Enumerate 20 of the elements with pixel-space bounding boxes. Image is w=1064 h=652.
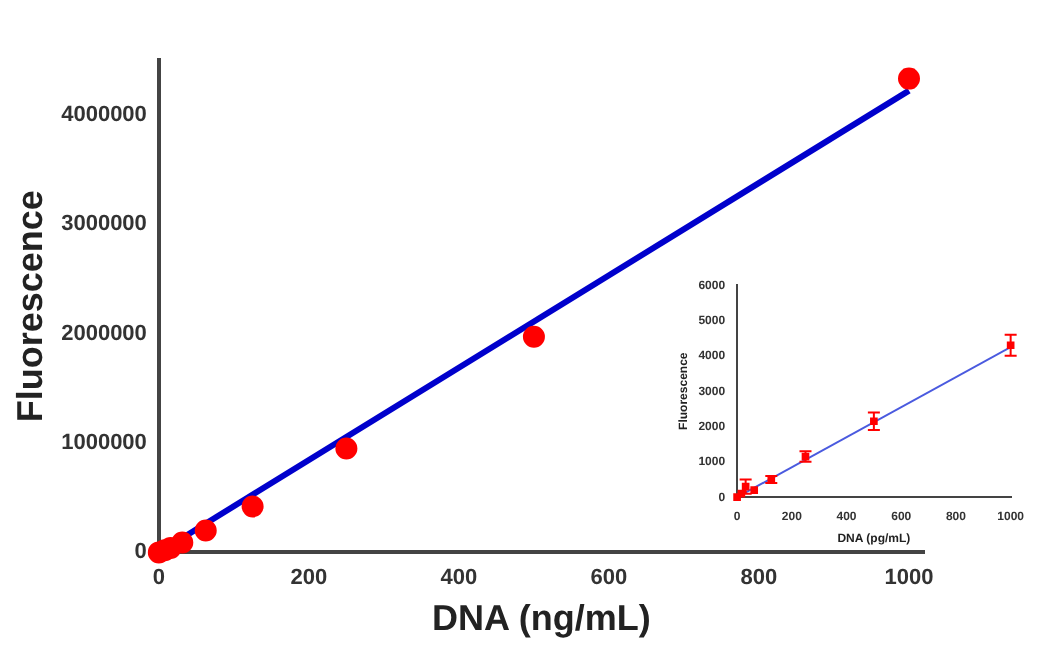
point <box>194 519 217 542</box>
y-tick-label: 1000000 <box>61 431 147 456</box>
y-tick-label: 3000000 <box>61 212 147 237</box>
x-tick-label: 800 <box>740 565 778 590</box>
x-axis-title: DNA (ng/mL) <box>432 598 651 639</box>
y-tick-label: 2000000 <box>61 321 147 346</box>
point <box>241 495 264 518</box>
point <box>733 493 741 502</box>
x-tick-label: 0 <box>152 565 165 590</box>
x-tick-label: 600 <box>590 565 628 590</box>
point <box>335 437 358 460</box>
y-tick-label: 0 <box>134 540 147 565</box>
y-tick-label: 4000000 <box>61 102 147 127</box>
x-tick-label: 200 <box>290 565 328 590</box>
point <box>522 325 545 348</box>
y-axis-title: Fluorescence <box>9 190 50 423</box>
x-tick-label: 1000 <box>884 565 934 590</box>
point <box>750 486 759 494</box>
x-tick-label: 400 <box>440 565 478 590</box>
point <box>171 531 194 554</box>
